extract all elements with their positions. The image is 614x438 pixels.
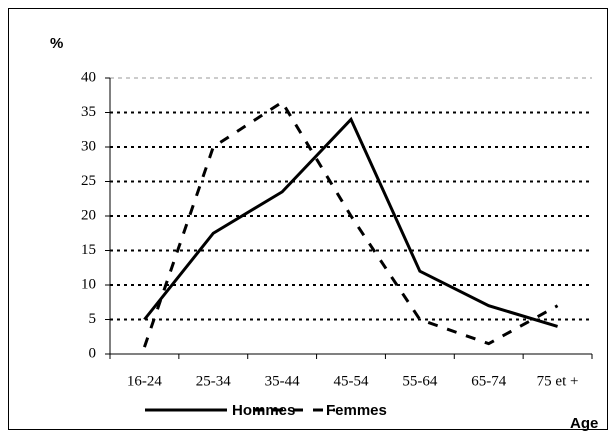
frame bbox=[8, 8, 608, 430]
y-tick-label: 30 bbox=[81, 138, 96, 154]
x-tick-label: 16-24 bbox=[127, 373, 162, 389]
line-series bbox=[143, 100, 559, 348]
x-tick-label: 35-44 bbox=[265, 373, 300, 389]
y-tick-label: 20 bbox=[81, 207, 96, 223]
x-tick-label: 55-64 bbox=[402, 373, 437, 389]
x-tick-label: 45-54 bbox=[334, 373, 369, 389]
y-tick-label: 15 bbox=[81, 242, 96, 258]
y-tick-label: 25 bbox=[81, 173, 96, 189]
y-tick-label: 35 bbox=[81, 104, 96, 120]
x-axis-label: Age bbox=[570, 415, 598, 432]
y-tick-label: 40 bbox=[81, 69, 96, 85]
x-tick-label: 75 et + bbox=[537, 373, 579, 389]
legend-label: Femmes bbox=[326, 402, 387, 419]
y-tick-label: 0 bbox=[89, 345, 97, 361]
x-tick-label: 65-74 bbox=[471, 373, 506, 389]
legend-label: Hommes bbox=[232, 402, 295, 419]
x-tick-label: 25-34 bbox=[196, 373, 231, 389]
y-tick-label: 5 bbox=[89, 311, 97, 327]
line-series bbox=[143, 116, 559, 328]
y-axis-label: % bbox=[50, 35, 63, 52]
y-tick-label: 10 bbox=[81, 276, 96, 292]
